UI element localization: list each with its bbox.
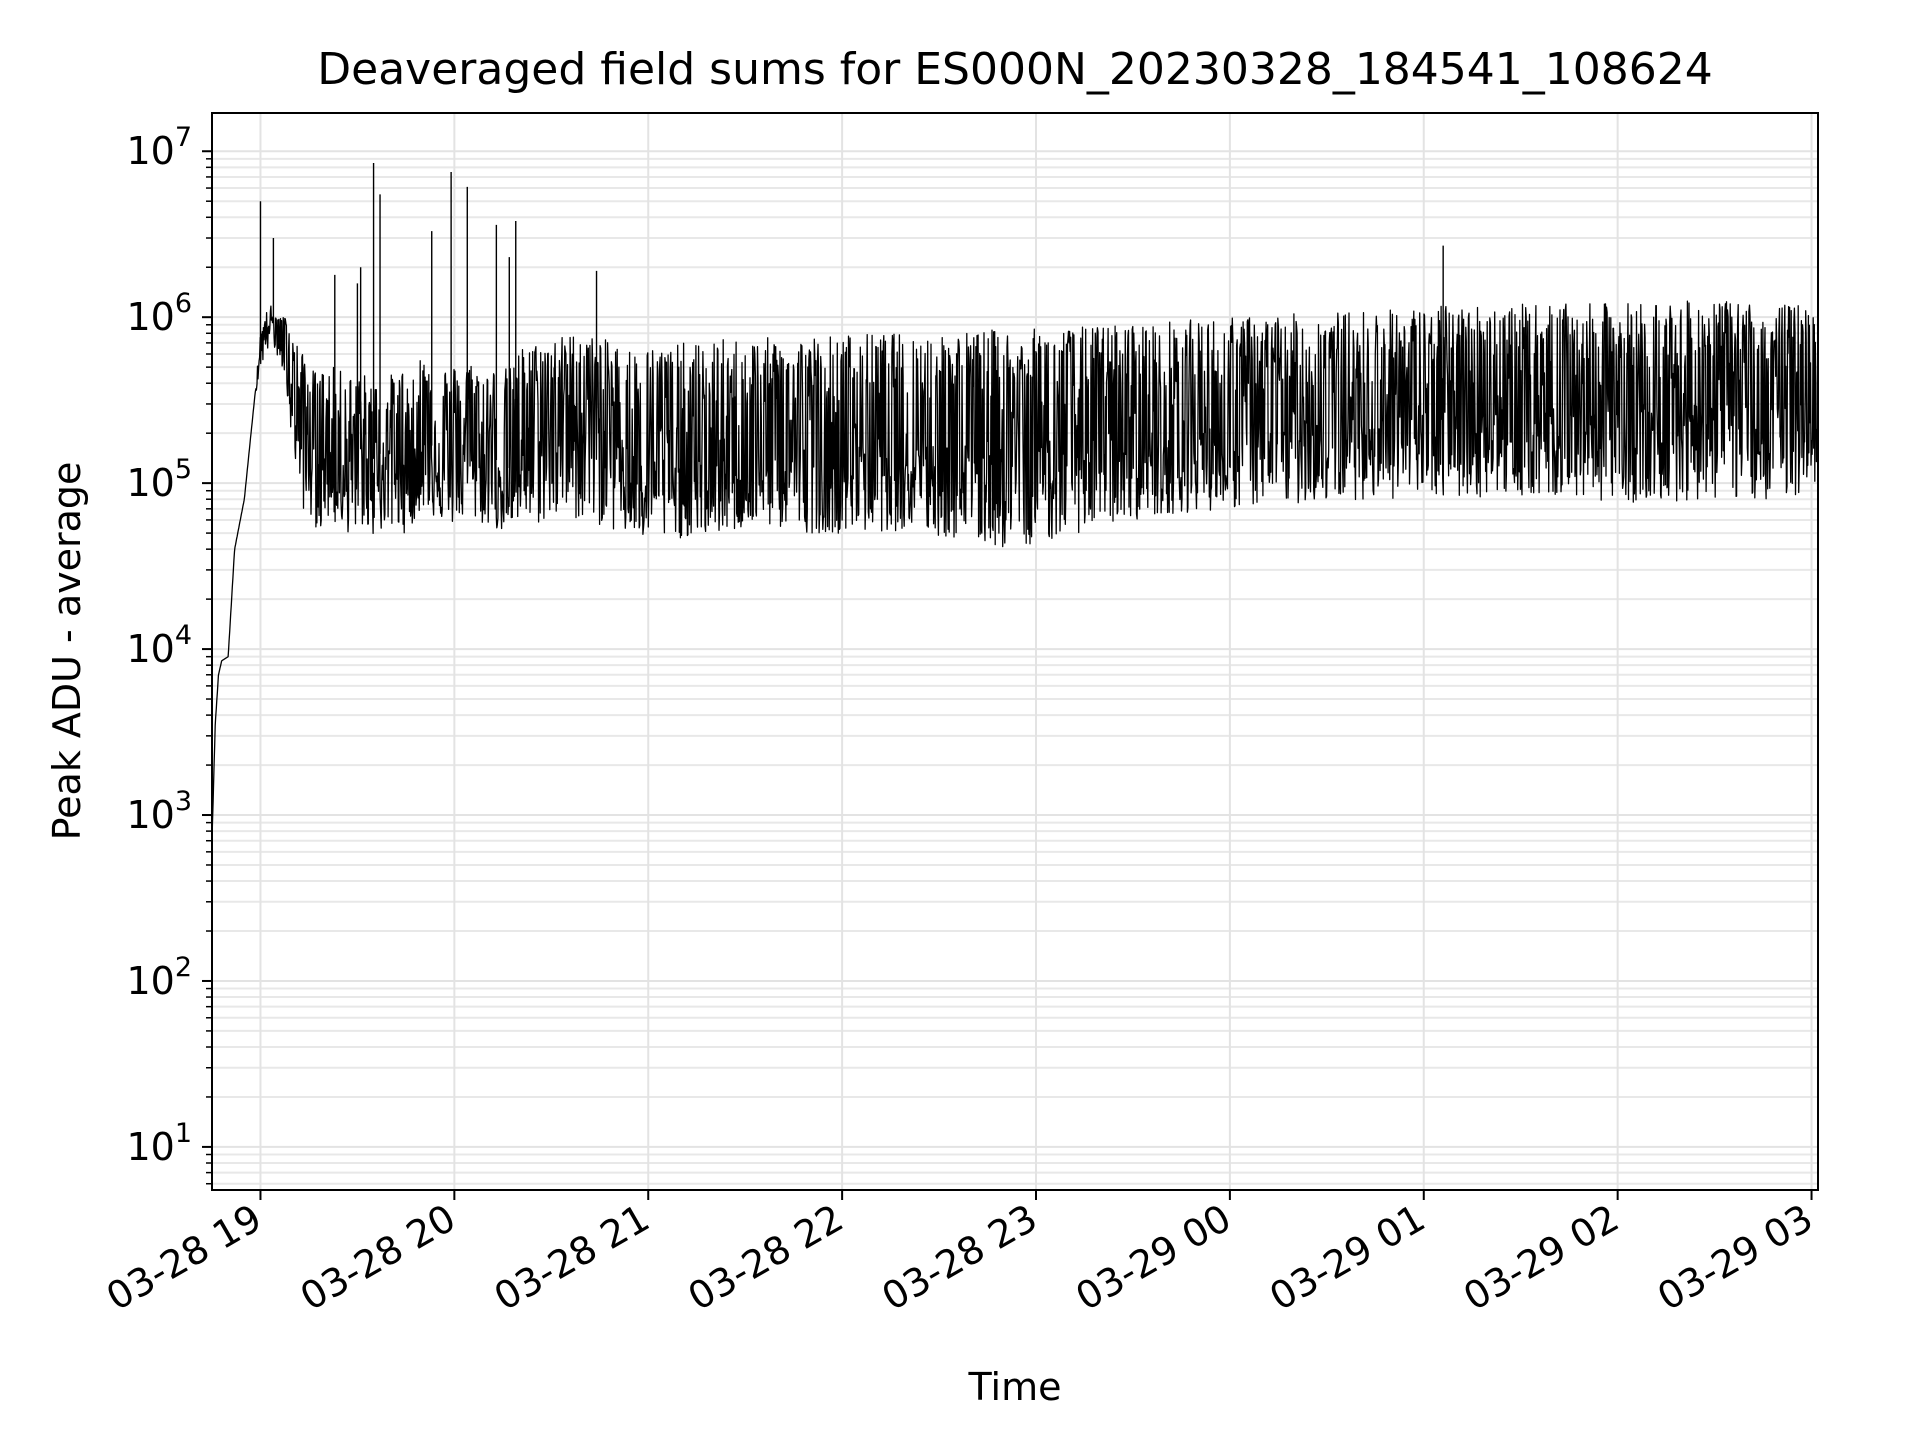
y-tick-exponent: 4 (175, 620, 192, 651)
x-tick-label: 03-28 19 (99, 1196, 269, 1320)
y-tick-exponent: 1 (175, 1118, 192, 1149)
x-tick-label: 03-29 03 (1650, 1196, 1820, 1320)
y-tick-base: 10 (126, 793, 174, 837)
y-tick-base: 10 (126, 627, 174, 671)
plot-frame (211, 112, 1819, 1191)
x-axis-label: Time (968, 1365, 1062, 1409)
chart-title: Deaveraged field sums for ES000N_2023032… (317, 44, 1713, 95)
data-layer (211, 162, 1819, 841)
x-tick-label: 03-29 02 (1456, 1196, 1626, 1320)
y-tick-label: 107 (126, 122, 192, 173)
y-tick-exponent: 2 (175, 952, 192, 983)
x-tick-label: 03-29 01 (1262, 1196, 1432, 1320)
y-tick-label: 106 (126, 288, 192, 339)
y-axis-label: Peak ADU - average (45, 462, 89, 841)
y-tick-exponent: 5 (175, 454, 192, 485)
x-tick-label: 03-28 21 (487, 1196, 657, 1320)
x-tick-label: 03-29 00 (1068, 1196, 1238, 1320)
y-tick-exponent: 7 (175, 122, 192, 153)
x-tick-label: 03-28 22 (681, 1196, 851, 1320)
y-tick-label: 102 (126, 952, 192, 1003)
series-line (211, 300, 1819, 841)
x-tick-label: 03-28 23 (875, 1196, 1045, 1320)
y-tick-base: 10 (126, 461, 174, 505)
plot-background (212, 113, 1818, 1190)
x-tick-label: 03-28 20 (293, 1196, 463, 1320)
y-tick-base: 10 (126, 1125, 174, 1169)
y-tick-label: 104 (126, 620, 192, 671)
y-tick-label: 101 (126, 1118, 192, 1169)
y-tick-exponent: 3 (175, 786, 192, 817)
y-tick-label: 105 (126, 454, 192, 505)
y-tick-base: 10 (126, 959, 174, 1003)
y-tick-exponent: 6 (175, 288, 192, 319)
y-tick-base: 10 (126, 129, 174, 173)
y-tick-label: 103 (126, 786, 192, 837)
y-tick-base: 10 (126, 295, 174, 339)
